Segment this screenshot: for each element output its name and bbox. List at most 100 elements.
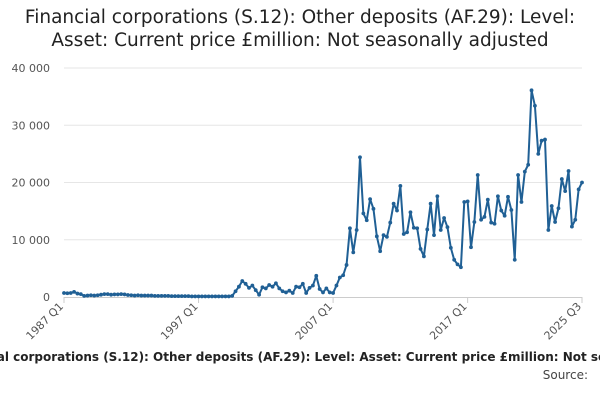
data-point bbox=[189, 294, 194, 299]
data-point bbox=[519, 200, 524, 204]
data-point bbox=[243, 281, 248, 286]
data-point bbox=[136, 293, 140, 298]
data-point bbox=[556, 206, 561, 211]
data-point bbox=[398, 184, 403, 188]
data-point bbox=[526, 162, 531, 167]
data-point bbox=[102, 292, 107, 297]
data-point bbox=[553, 220, 557, 224]
data-point bbox=[479, 217, 483, 222]
data-point bbox=[344, 263, 349, 267]
data-point bbox=[163, 293, 167, 298]
data-point bbox=[247, 285, 251, 290]
data-point bbox=[337, 275, 342, 280]
data-point bbox=[455, 262, 460, 267]
data-point bbox=[522, 169, 527, 174]
data-point bbox=[169, 294, 174, 299]
data-point bbox=[536, 151, 541, 156]
data-point bbox=[546, 228, 551, 232]
data-point bbox=[381, 233, 386, 238]
data-point bbox=[280, 289, 285, 294]
data-point bbox=[95, 293, 100, 298]
data-point bbox=[489, 220, 494, 225]
data-point bbox=[253, 288, 258, 293]
data-point bbox=[82, 293, 87, 298]
data-point bbox=[297, 285, 302, 290]
data-point bbox=[445, 225, 450, 230]
data-point bbox=[142, 293, 147, 298]
data-point bbox=[475, 173, 480, 177]
y-tick-label: 20 000 bbox=[12, 177, 51, 190]
data-point bbox=[267, 283, 272, 287]
data-point bbox=[348, 226, 352, 231]
data-point bbox=[109, 292, 113, 297]
data-point bbox=[156, 293, 161, 298]
data-point bbox=[159, 293, 164, 298]
chart-title: Financial corporations (S.12): Other dep… bbox=[0, 6, 600, 52]
data-point bbox=[206, 294, 211, 299]
data-point bbox=[176, 294, 181, 299]
chart-title-line-1: Financial corporations (S.12): Other dep… bbox=[24, 7, 576, 28]
data-point bbox=[203, 294, 208, 299]
data-point bbox=[395, 208, 399, 213]
gridlines bbox=[64, 67, 582, 241]
data-point bbox=[166, 293, 171, 298]
data-point bbox=[341, 273, 346, 278]
data-point bbox=[237, 284, 241, 289]
data-point bbox=[573, 217, 578, 222]
data-point bbox=[274, 281, 278, 286]
data-point bbox=[210, 294, 214, 299]
data-point bbox=[263, 286, 268, 291]
data-point bbox=[388, 220, 393, 225]
data-point bbox=[442, 216, 446, 220]
data-point bbox=[529, 88, 534, 93]
data-point bbox=[122, 292, 127, 297]
data-point bbox=[149, 293, 154, 298]
data-point bbox=[361, 211, 366, 216]
data-point bbox=[418, 247, 423, 251]
data-point bbox=[378, 249, 383, 254]
data-point bbox=[126, 293, 130, 297]
data-point bbox=[72, 289, 76, 294]
data-point bbox=[213, 294, 218, 299]
data-point bbox=[220, 294, 224, 299]
data-point bbox=[200, 294, 204, 299]
data-point bbox=[499, 208, 504, 213]
y-axis: 0 10 000 20 000 30 000 40 000 bbox=[12, 62, 51, 304]
data-point bbox=[354, 228, 359, 232]
data-point bbox=[401, 232, 406, 236]
data-point bbox=[300, 281, 305, 286]
source-label: Source: bbox=[542, 368, 588, 382]
data-point bbox=[502, 213, 507, 218]
data-point bbox=[226, 294, 231, 299]
data-point bbox=[432, 233, 436, 238]
data-point bbox=[99, 292, 103, 297]
data-point bbox=[250, 283, 255, 288]
data-point bbox=[543, 137, 547, 142]
data-point bbox=[230, 293, 235, 298]
data-point bbox=[408, 210, 413, 215]
data-point bbox=[186, 294, 191, 299]
x-tick-label: 1987 Q1 bbox=[24, 300, 67, 343]
data-point bbox=[563, 189, 568, 193]
data-point bbox=[539, 138, 544, 143]
data-point bbox=[549, 204, 554, 208]
chart-caption: Financial corporations (S.12): Other dep… bbox=[0, 350, 600, 366]
data-point bbox=[405, 230, 409, 235]
data-point bbox=[580, 180, 584, 185]
data-point bbox=[233, 289, 238, 294]
data-point bbox=[492, 221, 497, 226]
data-point bbox=[566, 169, 571, 173]
data-point bbox=[516, 173, 520, 177]
chart-caption-text: Financial corporations (S.12): Other dep… bbox=[0, 350, 600, 364]
data-point bbox=[358, 155, 362, 160]
data-point bbox=[364, 218, 369, 223]
data-point bbox=[183, 294, 187, 299]
y-tick-label: 40 000 bbox=[12, 62, 51, 75]
data-point bbox=[321, 290, 325, 295]
data-point bbox=[452, 257, 457, 262]
data-point bbox=[496, 194, 500, 199]
x-axis: 1987 Q1 1997 Q1 2007 Q1 2017 Q1 2025 Q3 bbox=[24, 297, 584, 343]
data-point bbox=[327, 290, 332, 295]
data-point bbox=[428, 201, 433, 206]
